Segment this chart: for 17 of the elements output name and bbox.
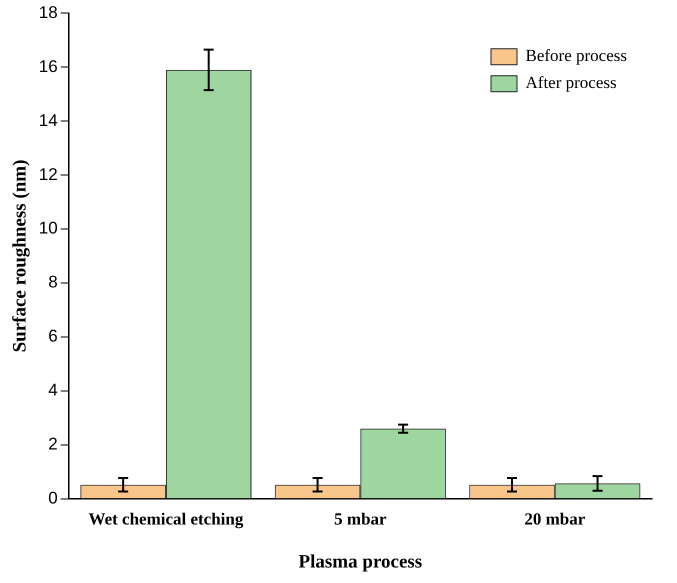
y-axis-title: Surface roughness (nm) xyxy=(9,160,30,352)
x-axis-title: Plasma process xyxy=(298,552,422,573)
y-tick-label: 6 xyxy=(48,326,58,346)
x-tick-label: 20 mbar xyxy=(524,509,586,528)
y-tick-label: 4 xyxy=(48,380,58,400)
y-tick-label: 18 xyxy=(38,2,58,22)
x-tick-label: Wet chemical etching xyxy=(88,509,244,528)
y-tick-label: 8 xyxy=(48,272,58,292)
y-tick-label: 14 xyxy=(38,110,58,130)
legend-label: After process xyxy=(526,73,617,92)
y-tick-label: 10 xyxy=(38,218,58,238)
y-tick-label: 0 xyxy=(48,488,58,508)
y-tick-label: 12 xyxy=(38,164,58,184)
x-tick-label: 5 mbar xyxy=(334,509,388,528)
legend-label: Before process xyxy=(526,46,628,66)
y-tick-label: 16 xyxy=(38,56,58,76)
y-tick-label: 2 xyxy=(48,434,58,454)
